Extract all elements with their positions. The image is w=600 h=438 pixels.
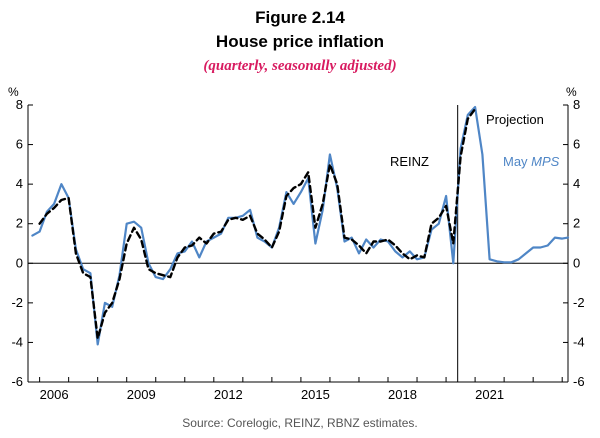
y-tick-label-right: 4 [573, 176, 580, 191]
axes: % % -6 -6 -4 -4 -2 -2 0 0 2 2 4 4 6 6 8 8 2006 2009 2012 2015… [8, 85, 585, 402]
figure-label: Figure 2.14 [255, 8, 345, 27]
x-tick-label: 2009 [127, 387, 156, 402]
x-tick-label: 2018 [388, 387, 417, 402]
series-layer [31, 105, 570, 346]
x-tick-label: 2021 [475, 387, 504, 402]
y-tick-label-right: -4 [573, 334, 585, 349]
y-tick-label-right: 0 [573, 255, 580, 270]
y-tick-label-left: 8 [16, 97, 23, 112]
x-tick-label: 2006 [40, 387, 69, 402]
y-unit-left: % [8, 85, 19, 99]
y-tick-label-left: -6 [11, 374, 23, 389]
y-tick-label-right: 2 [573, 216, 580, 231]
x-tick-label: 2012 [214, 387, 243, 402]
y-tick-label-right: 6 [573, 137, 580, 152]
reinz-label: REINZ [390, 154, 429, 169]
series-mps-line [31, 105, 570, 346]
projection-label: Projection [486, 112, 544, 127]
y-tick-label-left: -2 [11, 295, 23, 310]
mps-label: May MPS [503, 154, 560, 169]
y-tick-label-left: 2 [16, 216, 23, 231]
y-tick-label-right: 8 [573, 97, 580, 112]
source-note: Source: Corelogic, REINZ, RBNZ estimates… [182, 416, 418, 430]
series-reinz-line [38, 107, 477, 340]
x-tick-label: 2015 [301, 387, 330, 402]
mps-label-italic: MPS [531, 154, 560, 169]
annotations: Projection REINZ May MPS [390, 112, 560, 169]
y-tick-label-left: -4 [11, 334, 23, 349]
y-tick-label-left: 6 [16, 137, 23, 152]
y-unit-right: % [566, 85, 577, 99]
y-tick-label-right: -6 [573, 374, 585, 389]
y-tick-label-left: 4 [16, 176, 23, 191]
chart-title: House price inflation [215, 32, 385, 51]
chart-subtitle: (quarterly, seasonally adjusted) [203, 58, 397, 74]
y-tick-label-right: -2 [573, 295, 585, 310]
y-tick-label-left: 0 [16, 255, 23, 270]
